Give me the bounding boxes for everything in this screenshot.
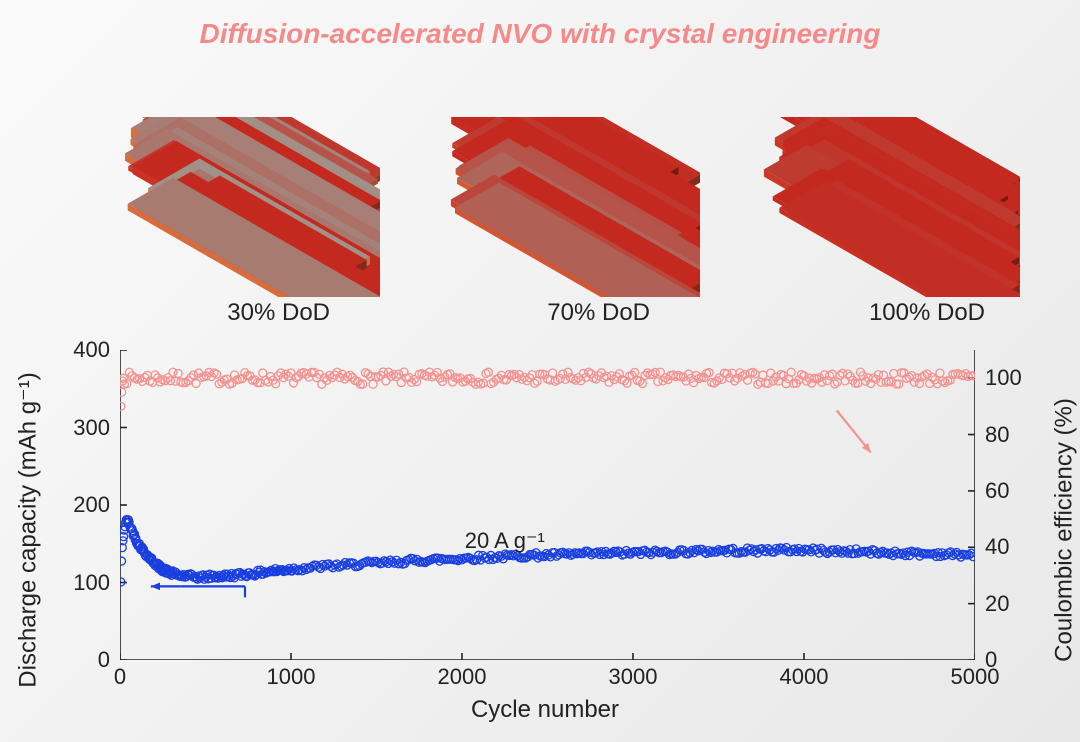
- tick-label: 1000: [267, 664, 316, 690]
- rate-label: 20 A g⁻¹: [465, 528, 545, 554]
- tick-label: 0: [985, 647, 997, 673]
- crystal-100: 100% DoD: [740, 117, 1020, 297]
- y-right-label: Coulombic efficiency (%): [1051, 398, 1079, 662]
- tick-label: 200: [73, 492, 110, 518]
- crystal-label-100: 100% DoD: [869, 299, 985, 327]
- tick-label: 0: [98, 647, 110, 673]
- tick-label: 20: [985, 591, 1009, 617]
- tick-label: 100: [985, 365, 1022, 391]
- crystal-render-30: [100, 117, 380, 297]
- crystal-label-70: 70% DoD: [547, 299, 650, 327]
- title-text: Diffusion-accelerated NVO with crystal e…: [200, 18, 881, 49]
- crystal-70: 70% DoD: [420, 117, 700, 297]
- cycling-chart: Discharge capacity (mAh g⁻¹) Coulombic e…: [40, 340, 1050, 720]
- tick-label: 100: [73, 570, 110, 596]
- tick-label: 0: [114, 664, 126, 690]
- tick-label: 400: [73, 337, 110, 363]
- tick-label: 300: [73, 415, 110, 441]
- crystal-label-30: 30% DoD: [227, 299, 330, 327]
- crystal-row: 30% DoD 70% DoD 100% DoD: [100, 72, 1020, 297]
- tick-label: 60: [985, 478, 1009, 504]
- plot-svg: [120, 350, 975, 660]
- figure-title: Diffusion-accelerated NVO with crystal e…: [0, 18, 1080, 50]
- tick-label: 2000: [438, 664, 487, 690]
- tick-label: 4000: [780, 664, 829, 690]
- crystal-render-100: [740, 117, 1020, 297]
- plot-region: 20 A g⁻¹: [120, 350, 975, 660]
- tick-label: 80: [985, 422, 1009, 448]
- crystal-render-70: [420, 117, 700, 297]
- x-label: Cycle number: [471, 696, 619, 724]
- tick-label: 3000: [609, 664, 658, 690]
- crystal-30: 30% DoD: [100, 117, 380, 297]
- tick-label: 40: [985, 534, 1009, 560]
- y-left-label: Discharge capacity (mAh g⁻¹): [14, 372, 43, 687]
